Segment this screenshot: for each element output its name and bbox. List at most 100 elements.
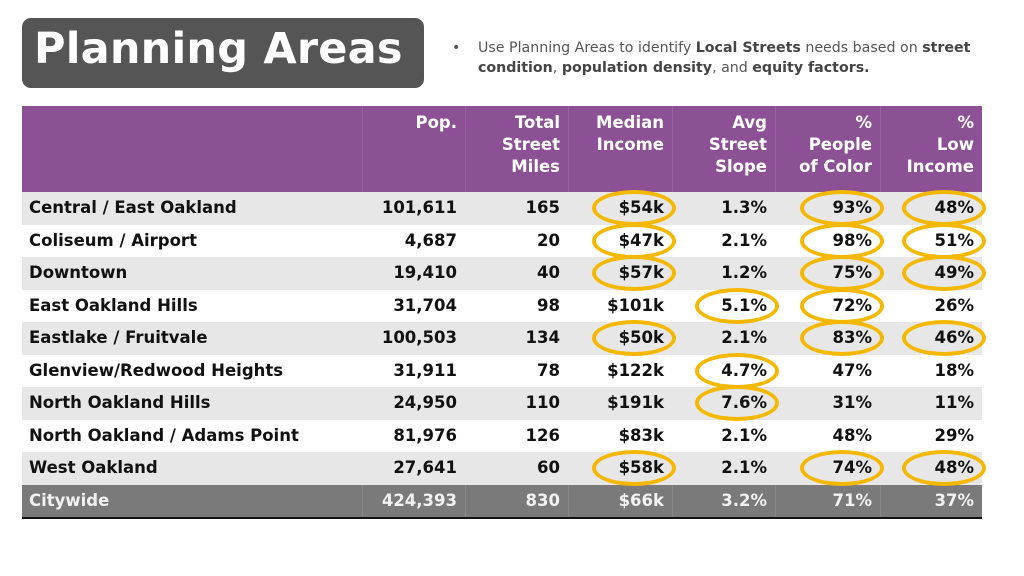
cell-name: Eastlake / Fruitvale — [29, 328, 208, 347]
cell-poc: 71% — [775, 484, 880, 517]
cell-miles: 165 — [525, 198, 560, 217]
cell-low: 29% — [934, 425, 975, 445]
column-header-line: Miles — [511, 157, 560, 176]
cell-income: $57k — [618, 263, 664, 282]
cell-low: 48% — [934, 198, 975, 217]
table-bottom-border — [22, 517, 982, 519]
title-box: Planning Areas — [22, 18, 424, 88]
table-row: North Oakland / Adams Point 81,976 126 $83k… — [22, 420, 982, 453]
table-row: Eastlake / Fruitvale 100,503 134 $50k 2.1% 83… — [22, 322, 982, 355]
cell-miles: 110 — [525, 393, 560, 412]
cell-miles: 830 — [465, 484, 568, 517]
bullet-text-part: , and — [712, 60, 753, 76]
cell-income: $66k — [568, 484, 672, 517]
cell-low: 11% — [934, 393, 975, 412]
cell-miles: 40 — [537, 263, 560, 282]
cell-income: $83k — [618, 425, 664, 445]
cell-pop: 101,611 — [381, 198, 457, 217]
column-header-line: Pop. — [415, 113, 457, 132]
column-header-income: Median Income — [568, 106, 672, 192]
column-header-line: Total — [514, 113, 560, 132]
cell-pop: 19,410 — [393, 263, 457, 282]
column-header-slope: Avg Street Slope — [672, 106, 775, 192]
table-row: Central / East Oakland 101,611 165 $54k 1.3%… — [22, 192, 982, 225]
column-header-line: % — [855, 113, 872, 132]
total-row: Citywide 424,393 830 $66k 3.2% 71% 37% — [22, 484, 982, 517]
column-header-line: Avg — [732, 113, 767, 132]
cell-miles: 78 — [537, 360, 560, 380]
table-row: Coliseum / Airport 4,687 20 $47k 2.1% 98% 51% — [22, 225, 982, 258]
column-header-line: of Color — [799, 157, 872, 176]
cell-name: West Oakland — [29, 458, 158, 477]
table-row: Downtown 19,410 40 $57k 1.2% 75% 49% — [22, 257, 982, 290]
table-row: East Oakland Hills 31,704 98 $101k 5.1% 72% 26… — [22, 290, 982, 323]
cell-name: Downtown — [29, 263, 128, 282]
table-row: North Oakland Hills 24,950 110 $191k 7.6% 31%… — [22, 387, 982, 420]
cell-income: $54k — [618, 198, 664, 217]
column-header-line: Income — [596, 135, 664, 154]
table-row: Glenview/Redwood Heights 31,911 78 $122k 4.7… — [22, 355, 982, 388]
page-title: Planning Areas — [34, 24, 403, 74]
cell-slope: 3.2% — [672, 484, 775, 517]
cell-low: 46% — [934, 328, 975, 347]
bullet-text-part: Use Planning Areas to identify — [478, 40, 696, 56]
bullet-emphasis: street condition — [478, 40, 971, 76]
cell-name: East Oakland Hills — [29, 295, 198, 315]
cell-pop: 81,976 — [393, 425, 457, 445]
column-header-line: People — [808, 135, 872, 154]
cell-income: $122k — [607, 360, 664, 380]
cell-low: 26% — [934, 295, 975, 315]
column-header-line: Income — [906, 157, 974, 176]
column-header-name — [22, 106, 362, 192]
cell-name: Glenview/Redwood Heights — [29, 360, 284, 380]
cell-pop: 31,704 — [393, 295, 457, 315]
cell-miles: 60 — [537, 458, 560, 477]
bullet-text-part: needs based on — [800, 40, 923, 56]
bullet-text: Use Planning Areas to identify Local Str… — [478, 38, 1018, 78]
cell-pop: 31,911 — [393, 360, 457, 380]
column-header-line: Low — [936, 135, 974, 154]
cell-slope: 2.1% — [721, 230, 767, 250]
cell-low: 51% — [934, 230, 975, 250]
cell-pop: 27,641 — [393, 458, 457, 477]
column-header-line: Street — [501, 135, 560, 154]
column-header-pop: Pop. — [362, 106, 465, 192]
cell-slope: 1.3% — [721, 198, 767, 217]
column-header-miles: Total Street Miles — [465, 106, 568, 192]
cell-pop: 100,503 — [381, 328, 457, 347]
cell-pop: 4,687 — [404, 230, 457, 250]
column-header-line: Slope — [715, 157, 767, 176]
column-header-low: % Low Income — [880, 106, 982, 192]
cell-poc: 31% — [832, 393, 873, 412]
cell-miles: 126 — [525, 425, 560, 445]
column-header-line: % — [957, 113, 974, 132]
cell-poc: 48% — [832, 425, 873, 445]
cell-slope: 1.2% — [721, 263, 767, 282]
bullet-emphasis: Local Streets — [695, 40, 801, 56]
cell-poc: 93% — [832, 198, 873, 217]
cell-income: $191k — [607, 393, 664, 412]
cell-slope: 2.1% — [721, 328, 767, 347]
cell-name: Coliseum / Airport — [29, 230, 197, 250]
cell-slope: 2.1% — [721, 458, 767, 477]
cell-income: $58k — [618, 458, 664, 477]
cell-poc: 98% — [832, 230, 873, 250]
cell-name: Citywide — [29, 490, 110, 510]
table-header: Pop. Total Street Miles Median Income Avg Stree… — [22, 106, 982, 192]
cell-income: $50k — [618, 328, 664, 347]
cell-miles: 98 — [537, 295, 560, 315]
cell-income: $47k — [618, 230, 664, 250]
table-row: West Oakland 27,641 60 $58k 2.1% 74% 48% — [22, 452, 982, 485]
cell-low: 48% — [934, 458, 975, 477]
cell-miles: 134 — [525, 328, 560, 347]
cell-miles: 20 — [537, 230, 560, 250]
bullet-emphasis: equity factors. — [752, 60, 870, 76]
cell-poc: 47% — [832, 360, 873, 380]
cell-slope: 7.6% — [721, 393, 767, 412]
cell-income: $101k — [607, 295, 664, 315]
cell-poc: 72% — [832, 295, 873, 315]
bullet-marker: • — [452, 40, 461, 56]
cell-low: 49% — [934, 263, 975, 282]
cell-slope: 4.7% — [721, 360, 767, 380]
cell-name: North Oakland Hills — [29, 393, 211, 412]
